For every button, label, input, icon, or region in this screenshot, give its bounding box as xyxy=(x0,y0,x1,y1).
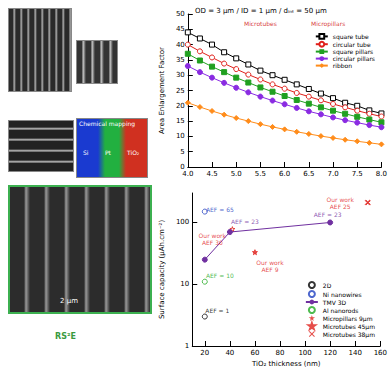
svg-text:Our work: Our work xyxy=(199,232,227,239)
svg-text:5: 5 xyxy=(180,148,184,156)
svg-text:0: 0 xyxy=(180,163,185,171)
svg-text:7.5: 7.5 xyxy=(352,170,363,178)
svg-text:10: 10 xyxy=(176,132,185,140)
svg-text:AEF = 23: AEF = 23 xyxy=(231,218,259,225)
svg-text:4.0: 4.0 xyxy=(182,170,193,178)
svg-text:100: 100 xyxy=(298,349,311,357)
svg-text:40: 40 xyxy=(225,349,234,357)
svg-text:80: 80 xyxy=(276,349,285,357)
svg-text:Area Enlargement Factor: Area Enlargement Factor xyxy=(158,47,166,134)
html-text:Si: Si xyxy=(83,149,89,156)
svg-text:circular pillars: circular pillars xyxy=(332,55,375,63)
svg-text:6.5: 6.5 xyxy=(303,170,314,178)
svg-text:Ni nanowires: Ni nanowires xyxy=(323,291,362,298)
svg-text:120: 120 xyxy=(323,349,336,357)
html-text:RS²E: RS²E xyxy=(55,332,76,341)
svg-text:ribbon: ribbon xyxy=(333,62,352,69)
svg-text:5.0: 5.0 xyxy=(231,170,242,178)
svg-text:Micropillars 9µm: Micropillars 9µm xyxy=(323,315,373,323)
svg-text:7.0: 7.0 xyxy=(327,170,338,178)
svg-text:AEF 25: AEF 25 xyxy=(330,203,351,210)
svg-text:4.5: 4.5 xyxy=(206,170,217,178)
svg-text:circular tube: circular tube xyxy=(333,41,371,48)
svg-text:OD = 3 µm / ID = 1 µm / dᵢₙₜ =: OD = 3 µm / ID = 1 µm / dᵢₙₜ = 50 µm xyxy=(195,7,327,15)
svg-text:Our work: Our work xyxy=(326,196,354,203)
svg-text:160: 160 xyxy=(374,349,387,357)
svg-text:45: 45 xyxy=(176,25,185,33)
svg-text:1: 1 xyxy=(185,342,189,350)
svg-text:30: 30 xyxy=(176,71,185,79)
svg-text:Surface capacity (µAh.cm⁻²): Surface capacity (µAh.cm⁻²) xyxy=(158,220,166,319)
svg-text:50: 50 xyxy=(176,10,185,18)
svg-text:6.0: 6.0 xyxy=(279,170,290,178)
svg-text:35: 35 xyxy=(176,56,185,64)
svg-text:TMV 3D: TMV 3D xyxy=(322,299,347,306)
svg-text:AEF = 1: AEF = 1 xyxy=(205,307,229,314)
svg-text:8.0: 8.0 xyxy=(376,170,387,178)
svg-text:square pillars: square pillars xyxy=(332,48,374,56)
svg-text:TiO₂ thickness (nm): TiO₂ thickness (nm) xyxy=(251,360,321,368)
svg-text:AEF 9: AEF 9 xyxy=(261,266,278,273)
svg-text:10: 10 xyxy=(180,280,189,288)
svg-text:25: 25 xyxy=(176,87,185,95)
svg-text:Micropillars: Micropillars xyxy=(311,20,345,28)
html-text:TiO₂: TiO₂ xyxy=(127,149,140,156)
svg-text:5.5: 5.5 xyxy=(255,170,266,178)
svg-text:100: 100 xyxy=(176,218,189,226)
svg-text:140: 140 xyxy=(349,349,362,357)
html-text:2 µm: 2 µm xyxy=(60,297,78,305)
svg-text:square tube: square tube xyxy=(333,33,369,41)
svg-text:AEF = 23: AEF = 23 xyxy=(314,211,342,218)
svg-text:Al nanorods: Al nanorods xyxy=(323,307,359,314)
svg-text:AEF = 65: AEF = 65 xyxy=(206,206,234,213)
svg-text:20: 20 xyxy=(200,349,209,357)
svg-text:AEF 30: AEF 30 xyxy=(202,239,223,246)
svg-text:20: 20 xyxy=(176,102,185,110)
html-text:Pt: Pt xyxy=(105,149,111,156)
svg-text:Microtubes 45µm: Microtubes 45µm xyxy=(323,323,375,331)
svg-text:15: 15 xyxy=(176,117,185,125)
svg-text:AEF = 10: AEF = 10 xyxy=(206,272,234,279)
html-text:Chemical mapping: Chemical mapping xyxy=(79,120,136,127)
svg-text:40: 40 xyxy=(176,41,185,49)
svg-text:2D: 2D xyxy=(323,282,332,289)
svg-text:Microtubes: Microtubes xyxy=(244,20,277,27)
svg-text:Microtubes 38µm: Microtubes 38µm xyxy=(323,331,375,339)
svg-text:Our work: Our work xyxy=(256,259,284,266)
svg-text:60: 60 xyxy=(250,349,259,357)
